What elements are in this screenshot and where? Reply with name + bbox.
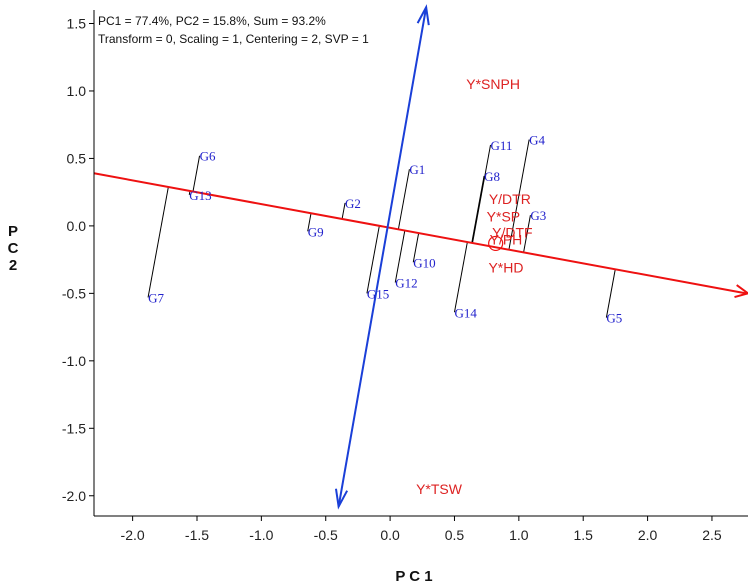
axes: -2.0 -1.5 -1.0 -0.5 0.0 0.5 1.0 1.5 2.0 2.5 1.5 1.0…: [62, 10, 748, 543]
x-tick-label: 2.0: [638, 527, 658, 543]
projection-line-g9: [307, 213, 312, 232]
projection-line-g6: [192, 155, 201, 192]
y-tick-label: -2.0: [62, 488, 86, 504]
projection-line-g8: [471, 175, 485, 243]
environment-label: Y*TSW: [416, 481, 463, 497]
x-tick-label: 2.5: [702, 527, 722, 543]
genotype-label-g15: G15: [367, 286, 389, 301]
environment-label: Y*SNPH: [466, 76, 520, 92]
projection-line-g1: [397, 169, 410, 230]
y-tick-label: 0.5: [67, 150, 87, 166]
projection-line-g10: [412, 232, 420, 263]
x-tick-label: 0.0: [380, 527, 400, 543]
y-tick-label: 1.0: [67, 83, 87, 99]
y-tick-label: 0.0: [67, 218, 87, 234]
projection-line-g14: [453, 241, 468, 313]
y-axis-title-char: 2: [9, 257, 17, 274]
genotype-label-g6: G6: [200, 149, 216, 164]
average-environment-arrowhead: [734, 284, 748, 299]
genotype-label-g14: G14: [454, 305, 477, 320]
average-environment-marker: [488, 235, 504, 252]
projection-line-g11: [472, 144, 492, 243]
genotype-label-g8: G8: [484, 169, 500, 184]
genotype-label-g9: G9: [308, 224, 324, 239]
x-tick-label: -2.0: [121, 527, 145, 543]
average-environment-axis: [93, 172, 747, 295]
environment-label: Y/PH: [490, 231, 523, 247]
genotype-label-g4: G4: [529, 133, 545, 148]
y-tick-label: -0.5: [62, 285, 86, 301]
info-line-2: Transform = 0, Scaling = 1, Centering = …: [98, 32, 369, 46]
ordinate-arrowhead-top: [416, 4, 430, 26]
y-axis-title: PC2: [8, 223, 19, 274]
projection-line-g15: [366, 225, 380, 294]
genotype-label-g5: G5: [606, 311, 622, 326]
environment-label: Y/DTR: [489, 191, 531, 207]
projection-line-g7: [147, 186, 169, 298]
plot-area: G1 G2 G3 G4 G5 G6 G7 G8 G9 G10 G11 G12 G13 G14 G15 Y*SN…: [93, 4, 748, 510]
y-tick-label: -1.0: [62, 353, 86, 369]
genotype-label-g10: G10: [413, 255, 435, 270]
x-tick-label: -1.0: [249, 527, 273, 543]
x-tick-label: 1.5: [573, 527, 593, 543]
projection-line-g3: [523, 215, 531, 253]
info-line-1: PC1 = 77.4%, PC2 = 15.8%, Sum = 93.2%: [98, 14, 326, 28]
x-tick-label: 0.5: [445, 527, 465, 543]
y-tick-label: -1.5: [62, 420, 86, 436]
projection-line-g12: [394, 230, 406, 283]
ordinate-axis: [337, 7, 428, 507]
y-axis-title-char: P: [8, 223, 18, 240]
x-tick-label: 1.0: [509, 527, 529, 543]
genotype-label-g3: G3: [530, 208, 546, 223]
environment-label: Y*SP: [487, 208, 520, 224]
environment-label: Y/DTF: [492, 225, 532, 241]
y-axis-title-char: C: [8, 240, 19, 257]
genotype-label-g7: G7: [148, 290, 164, 305]
genotype-label-g11: G11: [491, 138, 513, 153]
projection-line-g2: [341, 202, 346, 219]
projection-line-g4: [508, 139, 530, 250]
genotype-label-g2: G2: [345, 196, 361, 211]
x-axis-title: P C 1: [395, 568, 432, 585]
genotype-label-g12: G12: [395, 276, 417, 291]
projection-line-g5: [605, 268, 616, 318]
ordinate-arrowhead-bottom: [334, 488, 349, 510]
x-tick-label: -0.5: [314, 527, 338, 543]
genotype-label-g1: G1: [409, 162, 425, 177]
environment-label: Y*HD: [488, 260, 523, 276]
y-tick-label: 1.5: [67, 15, 87, 31]
x-tick-label: -1.5: [185, 527, 209, 543]
genotype-label-g13: G13: [189, 188, 211, 203]
